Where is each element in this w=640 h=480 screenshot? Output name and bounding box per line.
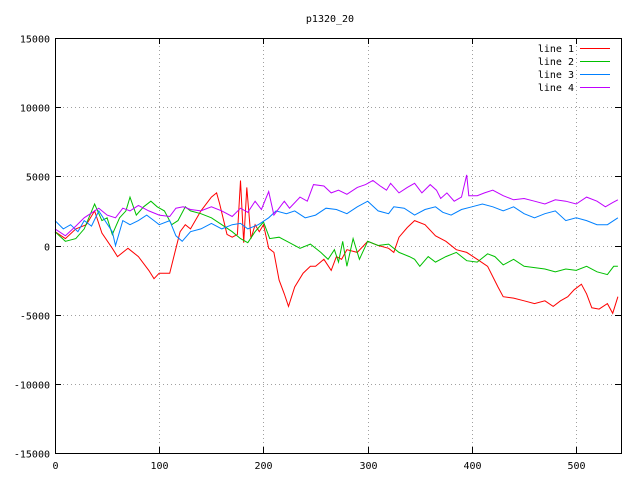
legend-label: line 4 xyxy=(538,83,574,94)
legend-label: line 2 xyxy=(538,57,574,68)
legend: line 1 line 2 line 3 line 4 xyxy=(538,44,610,94)
series-3-line xyxy=(54,200,619,248)
x-tick-label: 400 xyxy=(463,461,481,472)
x-tick-label: 0 xyxy=(52,461,58,472)
chart-title: p1320_20 xyxy=(306,14,354,25)
y-tick-label: -10000 xyxy=(14,381,50,392)
series-2-line xyxy=(54,195,618,276)
y-tick-label: 10000 xyxy=(20,104,50,115)
axis-ticks: 0 100 200 300 400 500 -15000 -10000 -5000 0 5000 10… xyxy=(14,35,621,472)
legend-label: line 3 xyxy=(538,70,574,81)
series-4-line xyxy=(54,174,619,237)
plot-frame xyxy=(55,38,622,454)
x-tick-label: 200 xyxy=(254,461,272,472)
y-tick-label: -5000 xyxy=(20,312,50,323)
x-tick-label: 100 xyxy=(150,461,168,472)
series-lines xyxy=(54,174,619,315)
grid xyxy=(55,38,621,453)
series-1-line xyxy=(54,180,619,315)
y-tick-label: -15000 xyxy=(14,450,50,461)
legend-label: line 1 xyxy=(538,44,574,55)
y-tick-label: 15000 xyxy=(20,35,50,46)
x-tick-label: 500 xyxy=(567,461,585,472)
y-tick-label: 0 xyxy=(44,243,50,254)
x-tick-label: 300 xyxy=(359,461,377,472)
y-tick-label: 5000 xyxy=(26,173,50,184)
